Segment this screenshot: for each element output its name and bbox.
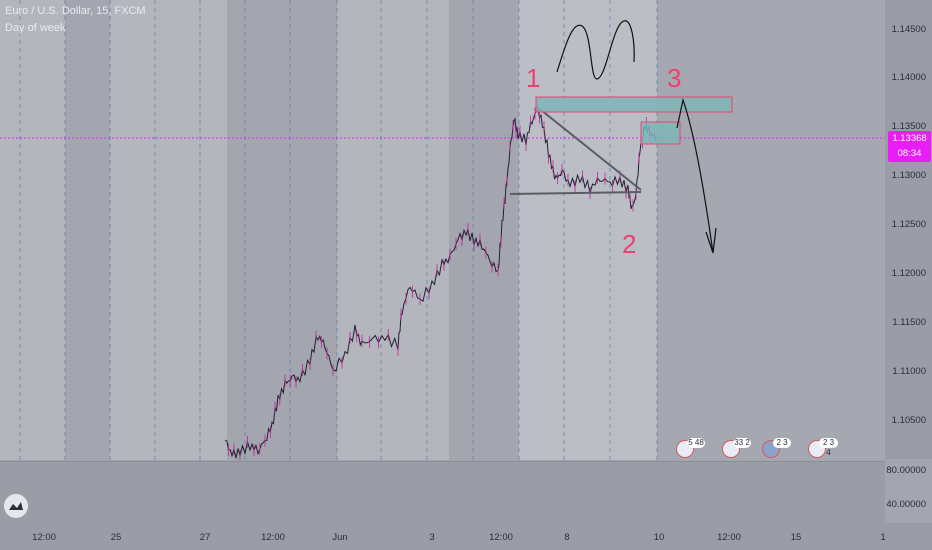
resistance-zone <box>535 96 733 113</box>
time-axis[interactable]: 12:00 25 27 12:00 Jun 3 12:00 8 10 12:00… <box>0 523 932 550</box>
price-label: 1.14000 <box>891 72 926 83</box>
price-label: 1.13000 <box>891 170 926 181</box>
indicator-axis-label: 80.00000 <box>886 465 926 476</box>
time-label: 12:00 <box>261 532 285 543</box>
triangle-lower-line <box>509 191 642 195</box>
time-label: 10 <box>653 532 665 543</box>
price-label: 1.12000 <box>891 268 926 279</box>
double-top-sketch <box>556 20 635 80</box>
price-label: 1.14500 <box>891 24 926 35</box>
event-count: 33 2 <box>733 438 751 448</box>
triangle-upper-line <box>535 105 642 191</box>
entry-zone <box>640 121 681 145</box>
event-count: 5 48 <box>687 438 705 448</box>
time-label: 8 <box>564 532 570 543</box>
annotation-2: 2 <box>622 229 637 259</box>
day-bands <box>0 0 657 460</box>
tradingview-logo-icon[interactable] <box>4 494 28 518</box>
time-label: 12:00 <box>32 532 56 543</box>
time-label: 3 <box>429 532 435 543</box>
indicator-axis-label: 40.00000 <box>886 499 926 510</box>
economic-event[interactable]: 2 3 4 <box>808 438 838 458</box>
price-chart[interactable] <box>0 0 885 460</box>
indicator-pane[interactable]: 80.00000 40.00000 <box>0 461 926 524</box>
time-label: Jun <box>332 532 348 543</box>
price-axis[interactable]: 1.14500 1.14000 1.13500 1.13000 1.12500 … <box>885 0 932 459</box>
price-label: 1.10500 <box>891 415 926 426</box>
time-label: 1 <box>880 532 886 543</box>
time-label: 12:00 <box>717 532 741 543</box>
time-label: 25 <box>110 532 122 543</box>
projection-arrow <box>676 97 717 254</box>
economic-event[interactable]: 5 48 <box>676 438 706 458</box>
price-label: 1.12500 <box>891 219 926 230</box>
symbol-title[interactable]: Euro / U.S. Dollar, 15, FXCM <box>5 5 146 17</box>
current-price-badge: 1.13368 08:34 <box>888 131 931 162</box>
time-label: 27 <box>199 532 211 543</box>
event-count: 2 3 <box>773 438 791 448</box>
event-count: 2 3 4 <box>819 438 838 457</box>
time-label: 15 <box>790 532 802 543</box>
indicator-title[interactable]: Day of week <box>5 22 66 34</box>
current-price-value: 1.13368 <box>892 133 927 144</box>
price-label: 1.11000 <box>892 366 926 377</box>
economic-event[interactable]: 33 2 <box>722 438 752 458</box>
time-label: 12:00 <box>489 532 513 543</box>
bar-countdown: 08:34 <box>897 148 922 159</box>
economic-event[interactable]: 2 3 <box>762 438 792 458</box>
annotation-3: 3 <box>667 63 682 93</box>
annotation-1: 1 <box>526 63 541 93</box>
price-label: 1.11500 <box>892 317 926 328</box>
price-label: 1.13500 <box>891 121 926 132</box>
